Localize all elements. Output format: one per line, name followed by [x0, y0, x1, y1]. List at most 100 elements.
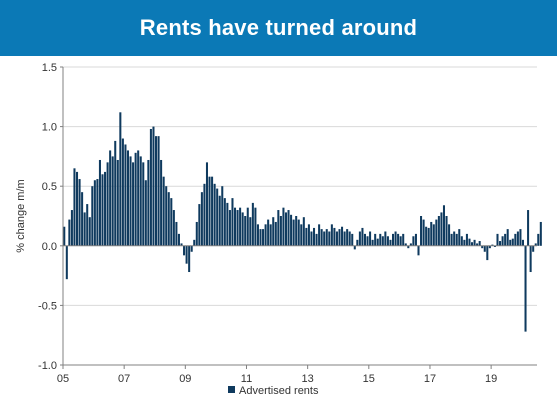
- bar: [213, 183, 216, 246]
- bar: [366, 236, 369, 246]
- bar: [218, 195, 221, 246]
- bar: [386, 236, 389, 246]
- bar: [195, 221, 198, 246]
- bar: [468, 238, 471, 246]
- y-tick-labels: -1.0 -0.5 0.0 0.5 1.0 1.5: [38, 62, 57, 372]
- bar: [180, 243, 183, 246]
- bar: [440, 212, 443, 246]
- bar: [190, 245, 193, 252]
- bar: [78, 179, 81, 246]
- bar: [450, 233, 453, 246]
- bar: [205, 162, 208, 246]
- bar: [208, 176, 211, 246]
- bar: [142, 162, 145, 246]
- bar: [496, 233, 499, 246]
- bar: [241, 212, 244, 246]
- bar: [170, 198, 173, 246]
- bar: [353, 245, 356, 250]
- bar: [297, 219, 300, 246]
- bar: [307, 224, 310, 246]
- bar: [177, 233, 180, 246]
- bar: [284, 212, 287, 246]
- bar: [435, 219, 438, 246]
- bar: [188, 245, 191, 273]
- bar: [104, 171, 107, 246]
- bar: [323, 231, 326, 246]
- bar: [389, 239, 392, 246]
- bar: [409, 243, 412, 246]
- bar: [106, 162, 109, 246]
- bar: [414, 233, 417, 246]
- bar: [442, 205, 445, 246]
- bar: [76, 171, 79, 246]
- bar: [91, 186, 94, 246]
- bar: [302, 217, 305, 246]
- bar: [420, 216, 423, 246]
- bar: [246, 207, 249, 246]
- bar: [152, 126, 155, 246]
- bar: [88, 217, 91, 246]
- bar: [315, 233, 318, 246]
- bar: [305, 227, 308, 246]
- bar: [356, 239, 359, 246]
- bar: [114, 140, 117, 246]
- bar: [83, 212, 86, 246]
- bar: [448, 224, 451, 246]
- bar: [399, 236, 402, 246]
- y-tick-label: -1.0: [38, 360, 57, 372]
- bar: [98, 159, 101, 246]
- bar: [175, 221, 178, 246]
- legend-entry-advertised-rents: Advertised rents: [239, 385, 319, 397]
- bar: [488, 245, 491, 249]
- bar: [346, 229, 349, 246]
- bar: [137, 150, 140, 246]
- bar: [282, 207, 285, 246]
- bar: [381, 236, 384, 246]
- bar: [226, 202, 229, 246]
- bar: [432, 224, 435, 246]
- bar: [351, 233, 354, 246]
- bar: [111, 156, 114, 246]
- bar: [348, 231, 351, 246]
- bar: [63, 226, 66, 246]
- bar: [290, 214, 293, 246]
- x-tick-label: 09: [179, 373, 191, 385]
- bar: [379, 233, 382, 246]
- bar: [109, 150, 112, 246]
- bar: [499, 241, 502, 246]
- bar: [249, 217, 252, 246]
- bar: [529, 245, 532, 273]
- bar: [509, 239, 512, 246]
- bar: [254, 207, 257, 246]
- bar: [203, 183, 206, 246]
- x-tick-label: 11: [241, 373, 252, 385]
- bar: [211, 176, 214, 246]
- bar: [328, 231, 331, 246]
- bar: [394, 231, 397, 246]
- bar: [376, 238, 379, 246]
- bar: [162, 176, 165, 246]
- bar: [65, 245, 68, 280]
- bar: [160, 159, 163, 246]
- bar: [157, 136, 160, 246]
- bar: [384, 231, 387, 246]
- bar: [404, 243, 407, 246]
- bar: [458, 229, 461, 246]
- bar: [511, 238, 514, 246]
- bar: [223, 198, 226, 246]
- bar: [198, 204, 201, 246]
- bar: [320, 229, 323, 246]
- x-tick-label: 17: [424, 373, 436, 385]
- bar: [481, 245, 484, 249]
- bar: [506, 229, 509, 246]
- bar: [430, 221, 433, 246]
- bar: [476, 243, 479, 246]
- bar: [325, 229, 328, 246]
- bar: [172, 210, 175, 246]
- bar: [129, 156, 132, 246]
- bar: [216, 188, 219, 246]
- bar: [463, 239, 466, 246]
- bar: [310, 231, 313, 246]
- bar: [521, 239, 524, 246]
- bar: [81, 192, 84, 246]
